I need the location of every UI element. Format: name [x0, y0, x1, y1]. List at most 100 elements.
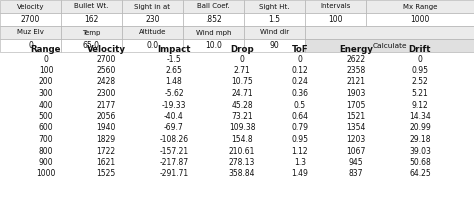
Bar — [61, 13, 122, 26]
Text: 0.95: 0.95 — [292, 135, 309, 144]
Text: 700: 700 — [39, 135, 53, 144]
Bar — [122, 26, 183, 39]
Bar — [183, 39, 244, 52]
Text: 1000: 1000 — [410, 15, 430, 24]
Bar — [0, 0, 61, 13]
Text: 0.95: 0.95 — [411, 66, 428, 75]
Text: 1.49: 1.49 — [292, 169, 309, 179]
Text: 2560: 2560 — [96, 66, 116, 75]
Text: 10.0: 10.0 — [205, 41, 222, 50]
Text: 39.03: 39.03 — [409, 146, 431, 156]
Bar — [122, 39, 183, 52]
Text: 1521: 1521 — [346, 112, 365, 121]
Bar — [183, 26, 244, 39]
Text: 0.64: 0.64 — [292, 112, 309, 121]
Text: 2358: 2358 — [346, 66, 365, 75]
Bar — [61, 26, 122, 39]
Text: -291.71: -291.71 — [159, 169, 189, 179]
Text: 0: 0 — [28, 41, 33, 50]
Text: -19.33: -19.33 — [162, 101, 186, 109]
Text: 500: 500 — [39, 112, 53, 121]
Text: 73.21: 73.21 — [231, 112, 253, 121]
Text: 5.21: 5.21 — [411, 89, 428, 98]
Text: 837: 837 — [349, 169, 363, 179]
Text: 100: 100 — [328, 15, 343, 24]
Text: Sight Ht.: Sight Ht. — [259, 3, 290, 9]
Text: 2.71: 2.71 — [234, 66, 250, 75]
Text: 358.84: 358.84 — [229, 169, 255, 179]
Bar — [0, 26, 61, 39]
Text: 1829: 1829 — [96, 135, 116, 144]
Text: Intervals: Intervals — [320, 3, 351, 9]
Text: -217.87: -217.87 — [159, 158, 189, 167]
Text: 945: 945 — [349, 158, 363, 167]
Text: 0.5: 0.5 — [294, 101, 306, 109]
Bar — [305, 0, 366, 13]
Text: 1.48: 1.48 — [165, 78, 182, 86]
Text: ToF: ToF — [292, 45, 308, 54]
Text: 0.0: 0.0 — [146, 41, 159, 50]
Text: 2622: 2622 — [346, 55, 365, 63]
Text: 65.0: 65.0 — [83, 41, 100, 50]
Text: 1067: 1067 — [346, 146, 365, 156]
Bar — [0, 39, 61, 52]
Text: 0: 0 — [298, 55, 302, 63]
Text: Impact: Impact — [157, 45, 191, 54]
Text: 2300: 2300 — [96, 89, 116, 98]
Text: 1.5: 1.5 — [268, 15, 281, 24]
Text: 0.36: 0.36 — [292, 89, 309, 98]
Bar — [122, 13, 183, 26]
Text: 162: 162 — [84, 15, 99, 24]
Text: Drift: Drift — [409, 45, 431, 54]
Text: 230: 230 — [145, 15, 160, 24]
Text: Sight in at: Sight in at — [135, 3, 171, 9]
Text: 1203: 1203 — [346, 135, 365, 144]
Bar — [244, 26, 305, 39]
Text: 154.8: 154.8 — [231, 135, 253, 144]
Text: 2056: 2056 — [96, 112, 116, 121]
Text: Energy: Energy — [339, 45, 373, 54]
Text: -40.4: -40.4 — [164, 112, 184, 121]
Text: Velocity: Velocity — [86, 45, 126, 54]
Text: 1525: 1525 — [96, 169, 116, 179]
Bar — [366, 0, 474, 13]
Text: Temp: Temp — [82, 29, 100, 36]
Text: 2700: 2700 — [96, 55, 116, 63]
Text: 2.52: 2.52 — [411, 78, 428, 86]
Text: 900: 900 — [39, 158, 53, 167]
Text: -1.5: -1.5 — [167, 55, 182, 63]
Bar — [305, 39, 474, 52]
Text: 800: 800 — [39, 146, 53, 156]
Text: 90: 90 — [270, 41, 279, 50]
Text: 10.75: 10.75 — [231, 78, 253, 86]
Text: 45.28: 45.28 — [231, 101, 253, 109]
Text: Range: Range — [31, 45, 61, 54]
Text: 1903: 1903 — [346, 89, 365, 98]
Text: 20.99: 20.99 — [409, 123, 431, 133]
Text: 1.12: 1.12 — [292, 146, 308, 156]
Text: 14.34: 14.34 — [409, 112, 431, 121]
Text: 200: 200 — [39, 78, 53, 86]
Text: 9.12: 9.12 — [411, 101, 428, 109]
Text: 600: 600 — [39, 123, 53, 133]
Text: 0: 0 — [418, 55, 422, 63]
Text: Wind dir: Wind dir — [260, 29, 289, 36]
Bar — [0, 13, 61, 26]
Text: 300: 300 — [39, 89, 53, 98]
Text: 278.13: 278.13 — [229, 158, 255, 167]
Text: 2428: 2428 — [96, 78, 116, 86]
Text: 210.61: 210.61 — [229, 146, 255, 156]
Text: 1722: 1722 — [96, 146, 116, 156]
Text: 1621: 1621 — [96, 158, 116, 167]
Bar — [61, 0, 122, 13]
Text: 0: 0 — [239, 55, 245, 63]
Text: -5.62: -5.62 — [164, 89, 184, 98]
Text: 2700: 2700 — [21, 15, 40, 24]
Text: 1940: 1940 — [96, 123, 116, 133]
Text: 2177: 2177 — [96, 101, 116, 109]
Bar — [305, 26, 474, 39]
Text: Altitude: Altitude — [139, 29, 166, 36]
Text: 0.79: 0.79 — [292, 123, 309, 133]
Text: Drop: Drop — [230, 45, 254, 54]
Bar — [183, 0, 244, 13]
